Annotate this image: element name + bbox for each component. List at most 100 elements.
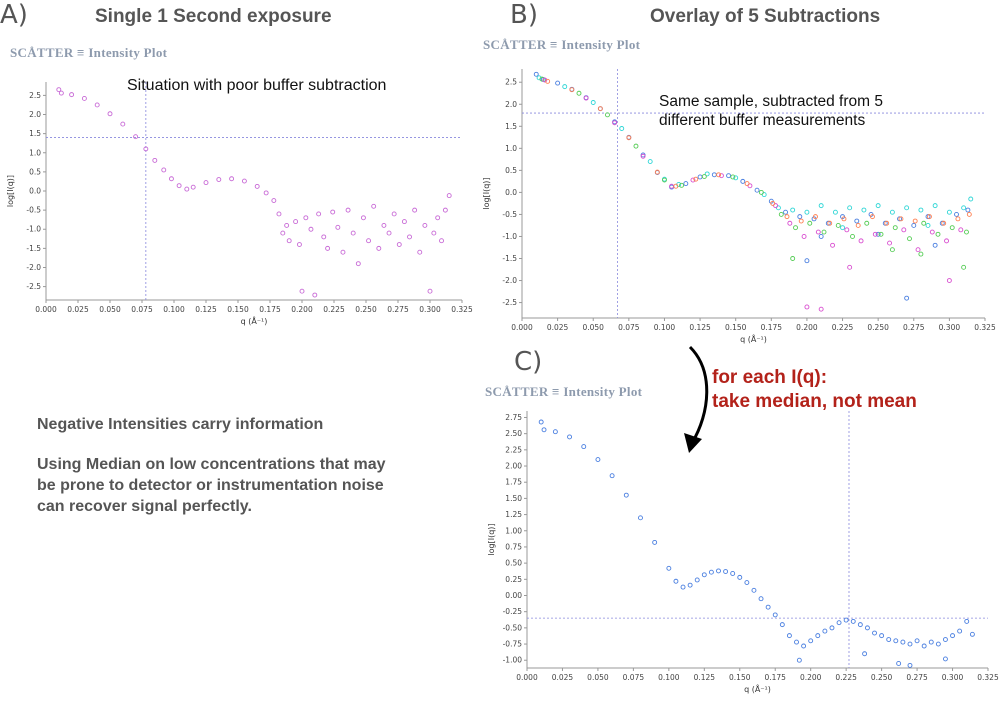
data-point	[841, 216, 847, 222]
y-tick-label: 1.0	[505, 144, 517, 153]
data-point	[904, 205, 910, 211]
x-tick-label: 0.300	[419, 305, 441, 314]
data-point	[801, 643, 807, 649]
data-point	[787, 220, 793, 226]
x-tick-label: 0.125	[694, 673, 716, 682]
data-point	[944, 238, 949, 244]
panel-a-brand: SCÅTTER ≡ Intensity Plot	[10, 45, 168, 60]
y-tick-label: 1.5	[29, 129, 41, 138]
data-point	[961, 205, 967, 211]
data-point	[879, 633, 885, 639]
y-tick-label: -0.50	[503, 623, 523, 632]
data-point	[633, 143, 639, 149]
x-tick-label: 0.250	[355, 305, 377, 314]
data-point	[190, 184, 196, 190]
panel-b-annotation-line1: Same sample, subtracted from 5	[659, 93, 883, 110]
data-point	[964, 618, 970, 624]
data-point	[968, 196, 974, 202]
y-tick-label: -2.0	[502, 276, 517, 285]
data-point	[718, 173, 724, 179]
data-point	[133, 134, 139, 140]
y-tick-label: 1.0	[29, 148, 41, 157]
data-point	[901, 227, 907, 233]
data-point	[431, 230, 437, 236]
data-point	[893, 638, 899, 644]
x-tick-label: 0.275	[387, 305, 409, 314]
data-point	[716, 172, 722, 178]
y-tick-label: 2.50	[505, 429, 522, 438]
data-point	[770, 200, 776, 206]
data-point	[143, 146, 149, 152]
data-point	[957, 628, 963, 634]
data-point	[961, 264, 967, 270]
data-point	[939, 220, 945, 226]
data-point	[900, 639, 906, 645]
data-point	[772, 612, 778, 618]
data-point	[921, 220, 927, 226]
data-point	[619, 126, 625, 131]
y-axis-label: log[I(q)]	[487, 523, 496, 555]
panel-b-title: Overlay of 5 Subtractions	[650, 6, 881, 27]
data-point	[308, 226, 314, 232]
data-point	[716, 568, 721, 574]
data-point	[832, 209, 838, 215]
data-point	[654, 170, 660, 176]
info-block: Negative Intensities carry information U…	[37, 414, 385, 517]
data-point	[581, 444, 587, 450]
data-point	[954, 211, 959, 217]
data-point	[612, 119, 618, 125]
data-point	[825, 220, 831, 226]
median-note: for each I(q): take median, not mean	[712, 366, 917, 414]
data-point	[271, 198, 277, 204]
data-point	[676, 182, 682, 187]
data-point	[942, 656, 948, 662]
y-tick-label: 2.25	[505, 445, 522, 454]
data-point	[704, 171, 710, 177]
data-point	[829, 625, 835, 631]
data-point	[673, 578, 679, 584]
data-point	[569, 87, 575, 93]
data-point	[612, 120, 618, 126]
data-point	[942, 637, 948, 642]
data-point	[583, 95, 589, 101]
data-point	[286, 238, 292, 244]
y-tick-label: -0.5	[26, 206, 41, 215]
data-point	[914, 638, 920, 644]
data-point	[840, 214, 845, 220]
data-point	[216, 177, 222, 182]
info-line-3: can recover signal perfectly.	[37, 498, 252, 515]
y-axis-label: log[I(q)]	[6, 175, 15, 207]
data-point	[786, 633, 792, 639]
data-point	[597, 106, 603, 112]
data-point	[862, 651, 868, 657]
data-point	[929, 229, 935, 235]
data-point	[690, 177, 696, 183]
data-point	[747, 183, 753, 189]
data-point	[911, 223, 917, 228]
arrow-shaft	[688, 345, 709, 444]
y-tick-label: 0.50	[505, 559, 522, 568]
y-tick-label: -2.5	[26, 282, 41, 291]
data-point	[840, 225, 845, 231]
data-point	[683, 181, 689, 187]
data-point	[892, 225, 898, 231]
data-point	[790, 256, 796, 261]
data-point	[552, 429, 558, 435]
data-point	[538, 419, 544, 425]
data-point	[567, 434, 573, 440]
data-point	[969, 631, 975, 637]
data-point	[701, 572, 707, 578]
data-point	[950, 633, 955, 639]
x-tick-label: 0.150	[729, 673, 751, 682]
panel-b-annotation: Same sample, subtracted from 5 different…	[659, 92, 883, 130]
y-tick-label: 1.25	[505, 510, 522, 519]
data-point	[386, 230, 392, 236]
data-point	[184, 186, 190, 192]
data-point	[396, 242, 402, 247]
data-point	[330, 209, 336, 215]
data-point	[907, 236, 912, 242]
data-point	[935, 641, 941, 647]
x-tick-label: 0.100	[163, 305, 185, 314]
data-point	[595, 457, 601, 463]
data-point	[407, 234, 412, 240]
